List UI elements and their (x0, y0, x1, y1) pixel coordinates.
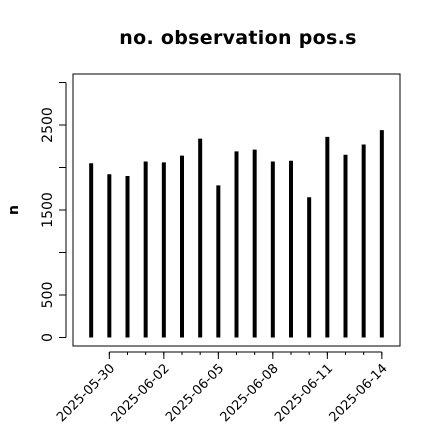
plot-frame (72, 73, 401, 347)
y-tick-label: 500 (40, 282, 56, 309)
bars (89, 130, 384, 338)
y-tick-label: 0 (40, 333, 56, 342)
y-axis-label: n (6, 205, 22, 215)
x-axis: 2025-05-302025-06-022025-06-052025-06-08… (54, 351, 391, 425)
y-axis: 0 500 1500 2500 (40, 82, 67, 342)
chart-title: no. observation pos.s (119, 27, 356, 49)
x-tick-label: 2025-06-14 (327, 361, 391, 425)
y-tick-label: 1500 (40, 192, 56, 228)
y-tick-label: 2500 (40, 107, 56, 143)
